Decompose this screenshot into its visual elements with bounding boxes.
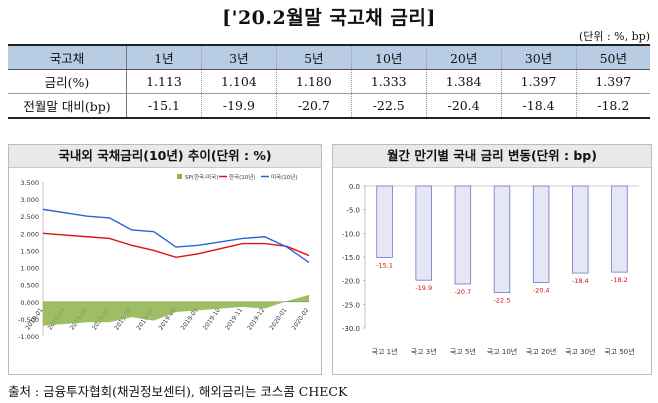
x-tick-label: 2019-11 — [224, 307, 244, 332]
header-cell: 1년 — [126, 44, 202, 70]
bar — [611, 185, 628, 273]
page-title: ['20.2월말 국고채 금리] — [222, 7, 436, 29]
table-cell: -19.9 — [200, 93, 277, 119]
table-cell: 1.384 — [425, 69, 502, 94]
header-cell: 10년 — [350, 44, 427, 70]
y-tick-label: -5.0 — [346, 207, 360, 215]
bar-value-label: -22.5 — [494, 297, 511, 305]
bar-value-label: -19.9 — [415, 284, 432, 292]
left-chart-heading: 국내외 국채금리(10년) 추이(단위 : %) — [9, 145, 321, 168]
table-cell: -18.4 — [500, 93, 577, 119]
table-cell: -20.7 — [275, 93, 352, 119]
header-cell: 3년 — [200, 44, 277, 70]
bar — [572, 185, 589, 274]
y-tick-label: -25.0 — [342, 301, 360, 309]
table-cell: -18.2 — [575, 93, 650, 119]
legend-us-label: 미국(10년) — [271, 173, 297, 181]
x-tick-label: 국고 30년 — [565, 347, 595, 356]
y-tick-label: 2.000 — [20, 230, 39, 238]
bar — [454, 185, 472, 285]
bar-value-label: -20.7 — [454, 288, 471, 296]
x-tick-label: 국고 50년 — [604, 347, 634, 356]
y-tick-label: -15.0 — [342, 254, 360, 262]
monthly-change-chart: 0.0 -5.0 -10.0 -15.0 -20.0 -25.0 -30.0 -15.1 국고 … — [342, 183, 639, 356]
x-tick-label: 국고 10년 — [487, 347, 517, 356]
left-chart-panel: 국내외 국채금리(10년) 추이(단위 : %) 3.500 3.000 2.500… — [8, 144, 322, 375]
table-cell: -20.4 — [425, 93, 502, 119]
spread-area — [43, 294, 309, 326]
row-label: 금리(%) — [8, 69, 127, 94]
y-tick-label: 0.0 — [349, 183, 360, 191]
y-tick-label: 2.500 — [20, 213, 39, 221]
y-tick-label: -1.000 — [18, 333, 39, 341]
bar — [493, 185, 511, 293]
bar-value-label: -18.4 — [572, 277, 589, 285]
right-chart-panel: 월간 만기별 국내 금리 변동(단위 : bp) 0.0 -5.0 -10.0 -15… — [332, 144, 652, 375]
table-cell: 1.397 — [500, 69, 577, 94]
x-tick-label: 국고 1년 — [372, 347, 398, 356]
y-tick-label: 0.500 — [20, 282, 39, 290]
bar — [376, 185, 393, 258]
y-tick-label: -30.0 — [342, 325, 360, 333]
legend-spread-label: SP(한국-미국) — [185, 173, 218, 181]
y-tick-label: 0.000 — [20, 299, 39, 307]
legend-spread-swatch — [177, 174, 182, 179]
right-chart-heading: 월간 만기별 국내 금리 변동(단위 : bp) — [333, 145, 651, 168]
us-10y-line — [42, 208, 310, 263]
x-tick-label: 국고 5년 — [450, 347, 476, 356]
y-tick-label: -10.0 — [342, 230, 360, 238]
table-cell: 1.397 — [575, 69, 650, 94]
y-tick-label: 3.000 — [20, 196, 39, 204]
table-row: 금리(%) 1.113 1.104 1.180 1.333 1.384 1.39… — [8, 69, 650, 94]
header-cell: 20년 — [425, 44, 502, 70]
bar-value-label: -15.1 — [376, 261, 393, 269]
table-cell: 1.333 — [350, 69, 427, 94]
rate-trend-chart: 3.500 3.000 2.500 2.000 1.500 1.000 0.500 0.000… — [18, 173, 311, 341]
y-tick-label: 3.500 — [20, 179, 39, 187]
table-cell: -22.5 — [350, 93, 427, 119]
y-tick-label: 1.000 — [20, 265, 39, 273]
x-tick-label: 2020-02 — [291, 307, 311, 332]
header-cell: 50년 — [575, 44, 650, 70]
bar-value-label: -18.2 — [611, 276, 628, 284]
table-header-row: 국고채 1년 3년 5년 10년 20년 30년 50년 — [8, 44, 650, 70]
table-cell: 1.104 — [200, 69, 277, 94]
korea-10y-line — [42, 232, 310, 259]
x-tick-label: 2019-12 — [246, 307, 266, 332]
table-row: 전월말 대비(bp) -15.1 -19.9 -20.7 -22.5 -20.4… — [8, 93, 650, 119]
y-tick-label: -20.0 — [342, 278, 360, 286]
header-cell: 30년 — [500, 44, 577, 70]
bar — [415, 185, 432, 281]
table-cell: 1.113 — [126, 69, 202, 94]
x-tick-label: 국고 20년 — [526, 347, 556, 356]
rates-table: 국고채 1년 3년 5년 10년 20년 30년 50년 금리(%) 1.113… — [8, 44, 650, 119]
bar — [532, 185, 550, 283]
unit-label: (단위 : %, bp) — [578, 30, 650, 43]
x-tick-label: 2019-10 — [202, 307, 222, 332]
row-label: 전월말 대비(bp) — [8, 93, 127, 119]
legend-korea-label: 한국(10년) — [229, 173, 255, 181]
y-tick-label: -0.500 — [18, 316, 39, 324]
source-footnote: 출처 : 금융투자협회(채권정보센터), 해외금리는 코스콤 CHECK — [8, 384, 348, 399]
table-cell: 1.180 — [275, 69, 352, 94]
x-tick-label: 2020-01 — [268, 307, 288, 332]
bar-value-label: -20.4 — [533, 287, 550, 295]
header-cell: 5년 — [275, 44, 352, 70]
y-tick-label: 1.500 — [20, 247, 39, 255]
x-tick-label: 국고 3년 — [411, 347, 437, 356]
table-cell: -15.1 — [126, 93, 202, 119]
header-cell: 국고채 — [8, 44, 127, 70]
